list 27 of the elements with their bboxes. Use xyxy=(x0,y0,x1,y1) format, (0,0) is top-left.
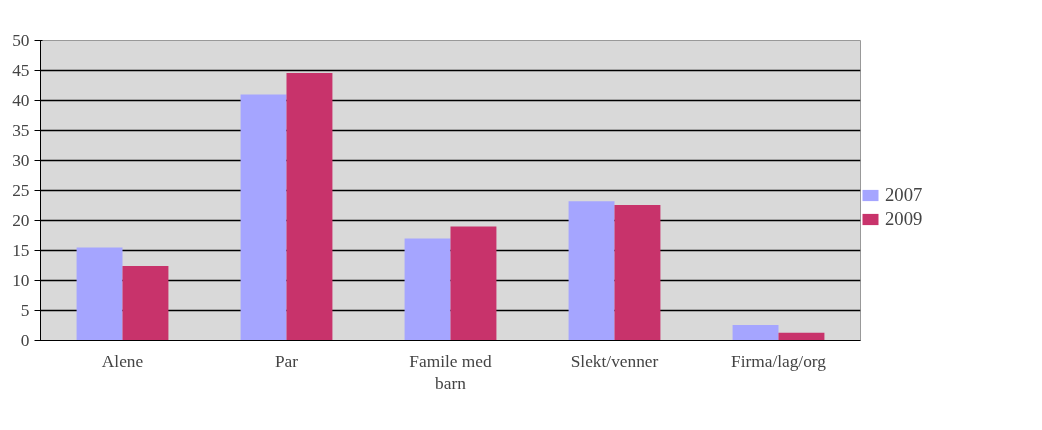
y-tick-label: 35 xyxy=(12,121,30,140)
x-tick-label: Firma/lag/org xyxy=(731,351,827,371)
y-tick-label: 0 xyxy=(20,331,30,350)
x-tick-label: Famile med barn xyxy=(409,351,492,394)
x-tick-label: Slekt/venner xyxy=(570,351,659,371)
x-tick-label: Par xyxy=(274,351,299,371)
y-tick-label: 50 xyxy=(12,31,30,50)
bar xyxy=(732,324,779,341)
bar xyxy=(568,201,615,341)
bar xyxy=(122,266,169,341)
y-tick-label: 30 xyxy=(12,151,30,170)
bar xyxy=(240,94,287,341)
bar xyxy=(286,72,333,341)
y-tick-label: 10 xyxy=(12,271,30,290)
legend-label: 2007 xyxy=(885,184,923,206)
x-tick-label: Alene xyxy=(101,351,144,371)
y-tick-label: 40 xyxy=(12,91,30,110)
y-tick-label: 45 xyxy=(12,61,30,80)
legend-label: 2009 xyxy=(885,208,923,230)
y-tick-label: 25 xyxy=(12,181,30,200)
bar xyxy=(614,204,661,341)
bar xyxy=(76,247,123,341)
bar xyxy=(404,238,451,341)
bar xyxy=(450,226,497,341)
y-tick-label: 15 xyxy=(12,241,30,260)
y-tick-label: 5 xyxy=(20,301,30,320)
y-tick-label: 20 xyxy=(12,211,30,230)
